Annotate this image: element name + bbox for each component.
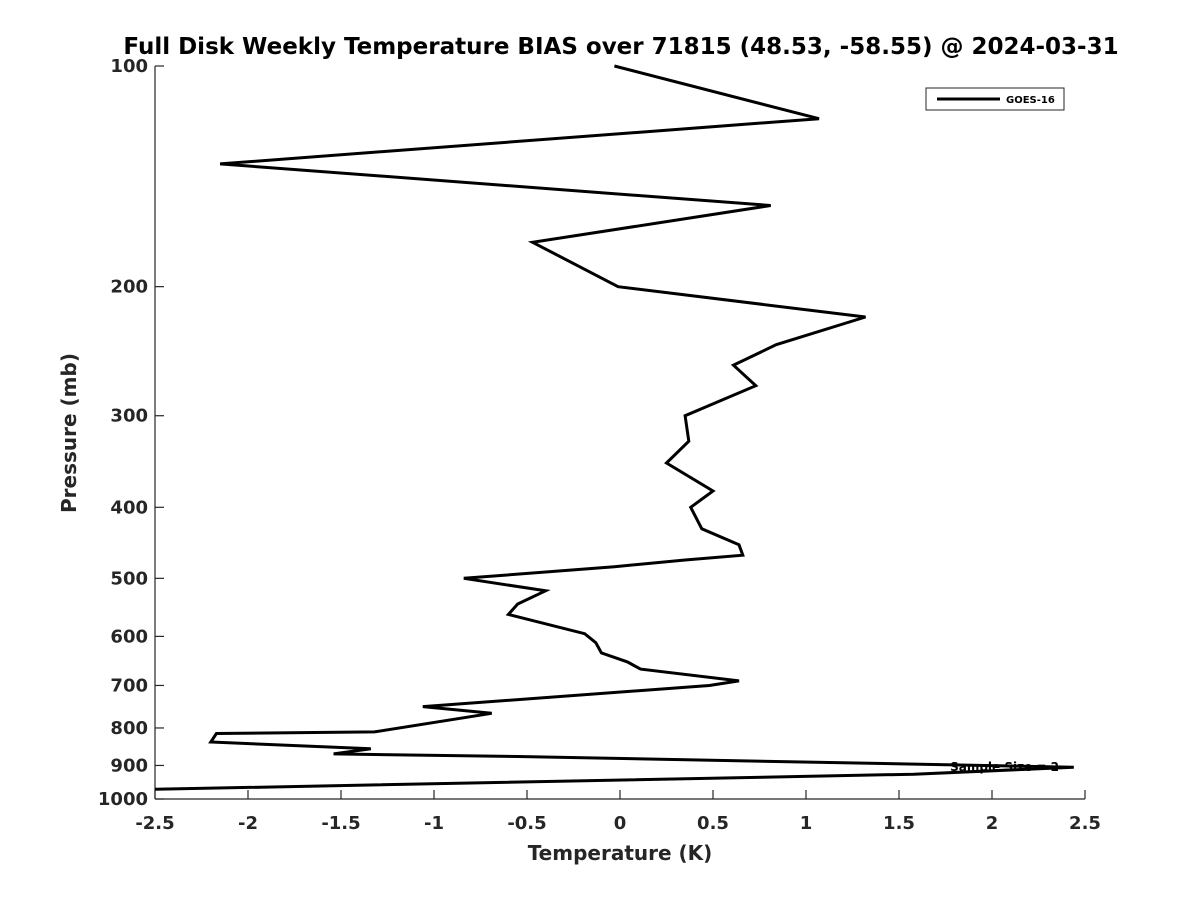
series-layer [154,64,1074,791]
y-tick-label: 300 [110,406,148,427]
axes [154,66,1085,800]
y-ticks: 100 200 300 400 500 600 700 800 900 1000 [98,56,164,810]
x-tick-label: -2.5 [135,813,174,834]
y-tick-label: 800 [110,718,148,739]
y-tick-label: 400 [110,497,148,518]
x-tick-label: 0 [614,813,627,834]
x-tick-label: -1 [424,813,444,834]
x-tick-label: -2 [238,813,258,834]
x-tick-label: 2 [986,813,999,834]
sample-size-annotation: Sample Size = 2 [950,760,1059,774]
y-tick-label: 900 [110,755,148,776]
y-axis-label: Pressure (mb) [57,353,81,513]
x-tick-label: -0.5 [507,813,546,834]
x-tick-label: 2.5 [1069,813,1101,834]
x-tick-label: 1.5 [883,813,915,834]
legend: GOES-16 [925,87,1065,111]
chart-title: Full Disk Weekly Temperature BIAS over 7… [123,34,1118,60]
legend-label-goes-16: GOES-16 [1006,95,1055,106]
x-tick-label: 1 [800,813,813,834]
y-tick-label: 1000 [98,789,148,810]
y-tick-label: 100 [110,56,148,77]
y-tick-label: 700 [110,675,148,696]
x-ticks: -2.5 -2 -1.5 -1 -0.5 0 0.5 1 1.5 2 2.5 [135,790,1101,834]
y-tick-label: 600 [110,626,148,647]
x-tick-label: 0.5 [697,813,729,834]
y-tick-label: 500 [110,568,148,589]
x-axis-label: Temperature (K) [528,841,713,865]
x-tick-label: -1.5 [321,813,360,834]
y-tick-label: 200 [110,277,148,298]
series-line-goes-16 [154,64,1074,791]
